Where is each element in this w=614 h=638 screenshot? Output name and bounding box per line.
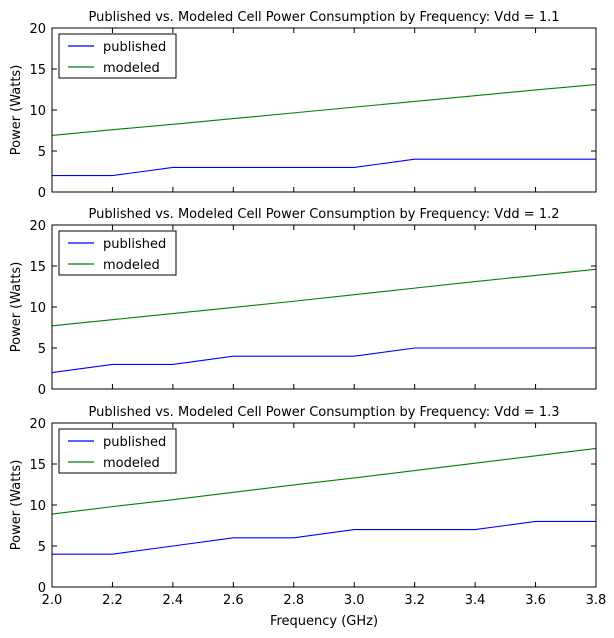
x-tick-label: 3.4 (465, 593, 486, 608)
y-tick-label: 5 (38, 342, 46, 357)
x-tick-label: 2.8 (283, 593, 304, 608)
x-tick-label: 3.2 (404, 593, 425, 608)
legend-box (58, 230, 177, 276)
y-axis-label: Power (Watts) (9, 460, 24, 551)
x-tick-label: 2.4 (163, 593, 184, 608)
series-line-modeled (52, 447, 596, 515)
x-tick-label: 2.0 (42, 593, 63, 608)
y-axis-label: Power (Watts) (9, 65, 24, 156)
y-tick-label: 15 (29, 458, 46, 473)
series-line-modeled (52, 268, 596, 327)
chart-panel-1: Published vs. Modeled Cell Power Consump… (9, 10, 597, 201)
x-tick-label: 3.8 (586, 593, 607, 608)
chart-panel-3: Published vs. Modeled Cell Power Consump… (9, 405, 606, 629)
x-axis-label: Frequency (GHz) (270, 614, 378, 629)
chart-title: Published vs. Modeled Cell Power Consump… (89, 207, 560, 222)
legend-label-modeled: modeled (103, 258, 160, 273)
legend-label-published: published (103, 237, 166, 252)
y-tick-label: 10 (29, 104, 46, 119)
legend-label-published: published (103, 435, 166, 450)
y-tick-label: 20 (29, 219, 46, 234)
series-line-published (52, 158, 596, 177)
legend-label-modeled: modeled (103, 456, 160, 471)
legend: published modeled (58, 33, 177, 79)
x-tick-label: 2.6 (223, 593, 244, 608)
legend: published modeled (58, 230, 177, 276)
y-tick-label: 10 (29, 499, 46, 514)
y-tick-label: 0 (38, 581, 46, 596)
legend-label-published: published (103, 40, 166, 55)
x-tick-label: 3.0 (344, 593, 365, 608)
y-tick-label: 5 (38, 540, 46, 555)
chart-title: Published vs. Modeled Cell Power Consump… (89, 10, 560, 25)
x-tick-label: 2.2 (102, 593, 123, 608)
y-tick-label: 15 (29, 260, 46, 275)
legend-box (58, 33, 177, 79)
y-tick-label: 5 (38, 145, 46, 160)
series-line-published (52, 520, 596, 555)
chart-panel-2: Published vs. Modeled Cell Power Consump… (9, 207, 597, 398)
y-tick-label: 0 (38, 186, 46, 201)
chart-title: Published vs. Modeled Cell Power Consump… (89, 405, 560, 420)
y-tick-label: 10 (29, 301, 46, 316)
y-axis-label: Power (Watts) (9, 262, 24, 353)
legend-box (58, 428, 177, 474)
legend-label-modeled: modeled (103, 61, 160, 76)
series-line-published (52, 347, 596, 374)
y-tick-label: 0 (38, 383, 46, 398)
x-tick-label: 3.6 (525, 593, 546, 608)
y-tick-label: 15 (29, 63, 46, 78)
y-tick-label: 20 (29, 417, 46, 432)
y-tick-label: 20 (29, 22, 46, 37)
series-line-modeled (52, 84, 596, 136)
legend: published modeled (58, 428, 177, 474)
